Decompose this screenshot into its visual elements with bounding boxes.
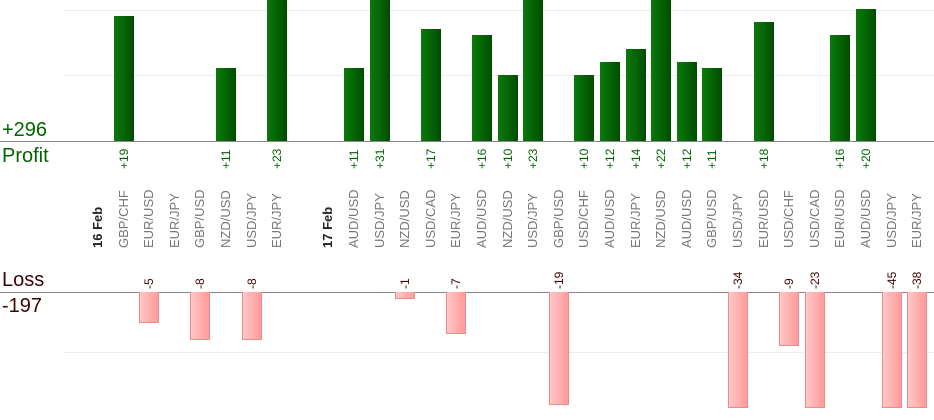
loss-value-label: -9 (782, 278, 797, 289)
loss-gridline (64, 352, 934, 353)
loss-bar (881, 292, 902, 408)
category-label: USD/CHF (781, 190, 797, 248)
category-label: USD/JPY (525, 193, 541, 248)
category-label: EUR/JPY (448, 193, 464, 248)
loss-value-label: -23 (807, 271, 822, 289)
profit-value-label: +23 (270, 148, 285, 169)
profit-gridline (64, 10, 934, 11)
category-label: GBP/USD (550, 189, 566, 248)
category-label: EUR/JPY (909, 193, 925, 248)
date-label: 16 Feb (90, 206, 105, 248)
category-label: AUD/USD (678, 189, 694, 248)
profit-label: Profit (2, 145, 49, 167)
category-label: USD/JPY (243, 193, 259, 248)
category-label: EUR/JPY (627, 193, 643, 248)
category-label: EUR/USD (755, 189, 771, 248)
category-label: NZD/USD (653, 190, 669, 248)
loss-total: -197 (2, 295, 43, 317)
loss-value-label: -38 (910, 271, 925, 289)
profit-value-label: +12 (679, 148, 694, 169)
category-label: USD/JPY (371, 193, 387, 248)
profit-value-label: +11 (705, 149, 720, 169)
profit-value-label: +20 (859, 148, 873, 169)
loss-baseline (0, 292, 934, 293)
category-label: EUR/USD (832, 189, 848, 248)
profit-bar (702, 68, 723, 141)
profit-bar (267, 0, 288, 141)
profit-value-label: +11 (347, 149, 361, 169)
profit-bar (523, 0, 544, 141)
profit-baseline (0, 141, 934, 142)
category-label: AUD/USD (474, 189, 489, 248)
profit-value-label: +23 (526, 148, 541, 169)
profit-bar (600, 61, 620, 141)
profit-bar (676, 61, 697, 141)
category-label: AUD/USD (346, 189, 361, 248)
profit-bar (830, 35, 851, 141)
loss-bar (548, 292, 569, 406)
profit-value-label: +14 (628, 148, 643, 169)
loss-value-label: -45 (884, 271, 899, 289)
profit-value-label: +31 (372, 148, 387, 169)
loss-bar (728, 292, 748, 408)
loss-value-label: -8 (244, 278, 259, 289)
profit-bar (344, 68, 364, 141)
loss-bar (395, 292, 416, 299)
profit-value-label: +10 (577, 148, 592, 169)
profit-bar (753, 22, 774, 141)
loss-value-label: -7 (449, 278, 464, 289)
profit-bar (216, 68, 236, 141)
loss-value-label: -19 (551, 271, 566, 289)
profit-value-label: +10 (500, 148, 515, 169)
loss-value-label: -1 (398, 278, 413, 289)
category-label: GBP/CHF (115, 190, 131, 248)
profit-value-label: +22 (654, 148, 669, 169)
loss-bar (804, 292, 825, 408)
loss-bar (907, 292, 928, 408)
profit-value-label: +19 (116, 148, 131, 169)
profit-bar (856, 9, 876, 141)
profit-bar (651, 0, 672, 141)
category-label: EUR/JPY (166, 193, 182, 248)
profit-bar (369, 0, 390, 141)
profit-bar (625, 48, 646, 141)
category-label: GBP/USD (704, 189, 720, 248)
category-label: NZD/USD (397, 190, 413, 248)
loss-value-label: -34 (731, 271, 745, 289)
loss-bar (446, 292, 467, 335)
loss-label: Loss (2, 269, 45, 291)
category-label: GBP/USD (192, 189, 208, 248)
profit-value-label: +18 (756, 148, 771, 169)
category-label: EUR/USD (141, 189, 157, 248)
profit-bar (420, 28, 441, 141)
loss-bar (241, 292, 262, 341)
loss-bar (190, 292, 211, 341)
loss-bar (779, 292, 800, 347)
category-label: USD/JPY (883, 193, 899, 248)
category-label: AUD/USD (858, 189, 873, 248)
category-label: EUR/JPY (269, 193, 285, 248)
category-label: NZD/USD (499, 190, 515, 248)
profit-bar (497, 75, 518, 141)
category-label: NZD/USD (218, 190, 233, 248)
profit-value-label: +12 (603, 148, 617, 169)
profit-value-label: +16 (475, 148, 489, 169)
loss-bar (139, 292, 160, 323)
category-label: USD/CAD (422, 189, 438, 248)
category-label: USD/JPY (730, 193, 745, 248)
category-label: AUD/USD (602, 189, 617, 248)
profit-value-label: +17 (423, 148, 438, 169)
profit-bar (472, 35, 492, 141)
loss-value-label: -8 (193, 278, 208, 289)
profit-bar (113, 15, 134, 141)
profit-total: +296 (2, 119, 48, 141)
loss-value-label: -5 (142, 278, 157, 289)
profit-value-label: +11 (219, 149, 233, 169)
date-label: 17 Feb (320, 206, 336, 248)
category-label: USD/CHF (576, 190, 592, 248)
category-label: USD/CAD (806, 189, 822, 248)
profit-value-label: +16 (833, 148, 848, 169)
profit-bar (574, 75, 595, 141)
